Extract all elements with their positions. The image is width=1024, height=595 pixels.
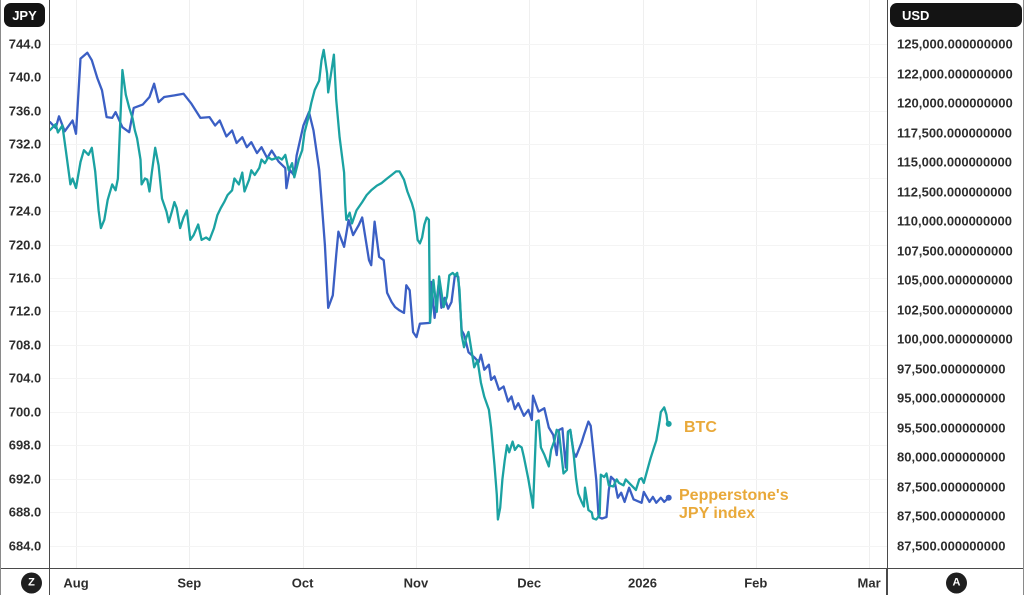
horizontal-grid-line	[50, 478, 887, 480]
right-axis-tick-label: 80,000.000000000	[897, 449, 1006, 465]
horizontal-grid-line	[50, 512, 887, 514]
time-scale[interactable]: Z A Aug Sep Oct Nov Dec 2026 Feb Mar	[1, 568, 1023, 595]
time-axis-tick-label: Dec	[517, 575, 542, 590]
vertical-grid-line	[302, 0, 304, 568]
series-canvas	[50, 48, 672, 521]
vertical-grid-line	[189, 0, 191, 568]
horizontal-grid-line	[50, 244, 887, 246]
chart-plot-area[interactable]: BTC Pepperstone's JPY index	[50, 0, 887, 568]
time-axis-tick-label: Nov	[403, 575, 429, 590]
right-axis-tick-label: 105,000.000000000	[897, 272, 1013, 288]
right-axis-tick-label: 87,500.000000000	[897, 479, 1006, 494]
horizontal-grid-line	[50, 344, 887, 346]
left-axis-tick-label: 698.0	[8, 437, 42, 453]
left-axis-tick-label: 688.0	[8, 504, 42, 520]
right-axis-tick-label: 95,500.000000000	[897, 420, 1006, 435]
right-axis-tick-label: 110,000.000000000	[897, 213, 1012, 229]
right-axis-tick-label: 97,500.000000000	[897, 361, 1006, 376]
usd-badge[interactable]: USD	[890, 3, 1022, 27]
time-axis-tick-label: 2026	[628, 575, 657, 590]
horizontal-grid-line	[50, 311, 887, 313]
right-axis-tick-label: 117,500.000000000	[897, 125, 1012, 140]
btc-series-end-marker	[665, 420, 672, 427]
left-axis-tick-label: 700.0	[8, 404, 42, 420]
left-axis-tick-label: 726.0	[8, 170, 42, 186]
right-price-scale[interactable]: USD 125,000.000000000 122,000.000000000 12…	[887, 0, 1023, 568]
btc-annotation-label: BTC	[684, 419, 717, 437]
horizontal-grid-line	[50, 545, 887, 547]
right-axis-tick-label: 115,000.000000000	[897, 154, 1012, 170]
time-axis-tick-label: Oct	[291, 575, 314, 590]
left-price-scale[interactable]: JPY 744.0 740.0 736.0 732.0 726.0 724.0 720.0 7…	[1, 0, 50, 568]
time-axis-tick-label: Mar	[857, 575, 881, 590]
usd-badge-label: USD	[902, 7, 930, 23]
left-axis-tick-label: 740.0	[8, 69, 42, 85]
left-axis-tick-label: 724.0	[8, 203, 42, 219]
right-axis-tick-label: 122,000.000000000	[897, 66, 1013, 81]
jpy-badge-label: JPY	[12, 7, 37, 23]
left-axis-tick-label: 712.0	[8, 303, 42, 319]
vertical-grid-line	[869, 0, 871, 568]
left-axis-tick-label: 732.0	[8, 136, 42, 152]
jpy-badge[interactable]: JPY	[4, 3, 45, 27]
jpy-index-series-end-marker	[665, 494, 672, 501]
time-axis-tick-label: Feb	[744, 575, 768, 590]
right-axis-tick-label: 102,500.000000000	[897, 302, 1013, 317]
right-axis-tick-label: 95,000.000000000	[897, 390, 1006, 406]
left-axis-tick-label: 736.0	[8, 103, 42, 119]
auto-scale-icon: A	[952, 576, 961, 589]
jpy-index-annotation-label: Pepperstone's JPY index	[679, 487, 789, 524]
time-axis-tick-label: Sep	[177, 575, 202, 590]
auto-scale-button[interactable]: A	[946, 572, 967, 593]
right-axis-tick-label: 125,000.000000000	[897, 36, 1013, 52]
horizontal-grid-line	[50, 110, 887, 112]
right-axis-tick-label: 120,000.000000000	[897, 95, 1013, 111]
horizontal-grid-line	[50, 211, 887, 213]
horizontal-grid-line	[50, 378, 887, 380]
jpy-annotation-line2: JPY index	[679, 505, 756, 523]
left-axis-tick-label: 716.0	[8, 270, 42, 286]
jpy-annotation-line1: Pepperstone's	[679, 487, 789, 504]
horizontal-grid-line	[50, 177, 887, 179]
btc-series-line	[50, 48, 670, 521]
horizontal-grid-line	[50, 411, 887, 413]
time-scale-left-separator	[48, 569, 50, 595]
left-axis-tick-label: 720.0	[8, 237, 42, 253]
horizontal-grid-line	[50, 445, 887, 447]
jpy-index-series-line	[50, 51, 670, 520]
time-axis-tick-label: Aug	[63, 575, 89, 590]
left-axis-tick-label: 704.0	[8, 370, 42, 386]
horizontal-grid-line	[50, 44, 887, 45]
vertical-grid-line	[755, 0, 757, 568]
right-axis-tick-label: 107,500.000000000	[897, 243, 1013, 258]
right-axis-tick-label: 87,500.000000000	[897, 508, 1006, 524]
left-axis-tick-label: 692.0	[8, 471, 42, 487]
vertical-grid-line	[76, 0, 77, 568]
horizontal-grid-line	[50, 278, 887, 280]
btc-annotation-text: BTC	[684, 419, 717, 436]
horizontal-grid-line	[50, 77, 887, 79]
vertical-grid-line	[642, 0, 644, 568]
timezone-icon: Z	[28, 576, 35, 589]
left-axis-tick-label: 744.0	[8, 36, 42, 52]
left-axis-tick-label: 684.0	[8, 538, 42, 553]
vertical-grid-line	[415, 0, 417, 568]
left-axis-tick-label: 708.0	[8, 337, 42, 353]
horizontal-grid-line	[50, 144, 887, 146]
right-axis-tick-label: 100,000.000000000	[897, 331, 1013, 347]
vertical-grid-line	[529, 0, 531, 568]
right-axis-tick-label: 87,500.000000000	[897, 538, 1006, 553]
timezone-button[interactable]: Z	[21, 572, 42, 593]
right-axis-tick-label: 112,500.000000000	[897, 184, 1012, 199]
time-scale-right-separator	[886, 569, 888, 595]
